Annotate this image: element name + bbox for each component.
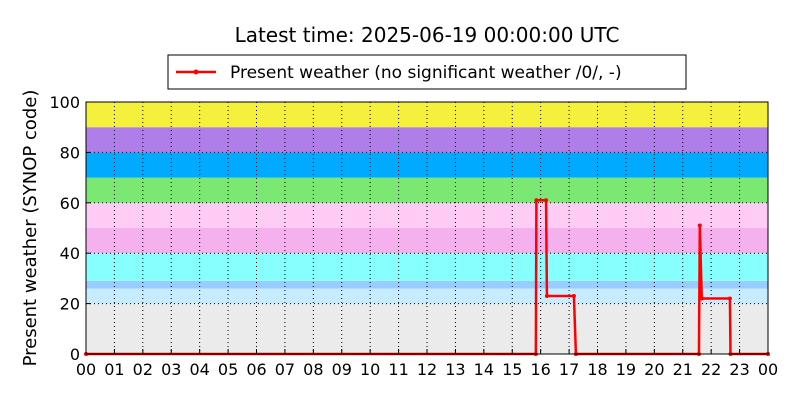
- data-point: [697, 223, 702, 228]
- x-tick-label: 16: [530, 360, 550, 379]
- background-band: [86, 253, 768, 281]
- x-tick-label: 23: [729, 360, 749, 379]
- y-tick-label: 40: [60, 244, 80, 263]
- x-tick-label: 00: [758, 360, 778, 379]
- x-tick-label: 05: [218, 360, 238, 379]
- x-tick-label: 11: [388, 360, 408, 379]
- background-band: [86, 288, 768, 304]
- background-band: [86, 152, 768, 178]
- x-tick-label: 00: [76, 360, 96, 379]
- x-tick-label: 12: [417, 360, 437, 379]
- legend-box: [167, 54, 687, 90]
- data-point: [727, 296, 732, 301]
- y-tick-label: 100: [49, 93, 80, 112]
- x-tick-label: 03: [161, 360, 181, 379]
- chart-title: Latest time: 2025-06-19 00:00:00 UTC: [235, 23, 620, 47]
- y-tick-label: 0: [70, 345, 80, 364]
- x-tick-label: 04: [189, 360, 209, 379]
- y-axis-label: Present weather (SYNOP code): [20, 90, 41, 367]
- data-point: [544, 198, 549, 203]
- data-point: [544, 294, 549, 299]
- x-tick-label: 22: [701, 360, 721, 379]
- background-band: [86, 303, 768, 354]
- background-band: [86, 228, 768, 254]
- x-tick-label: 10: [360, 360, 380, 379]
- x-tick-label: 17: [559, 360, 579, 379]
- x-tick-label: 09: [332, 360, 352, 379]
- legend-label: Present weather (no significant weather …: [230, 63, 622, 83]
- x-tick-label: 21: [673, 360, 693, 379]
- data-point: [699, 296, 704, 301]
- data-point: [534, 198, 539, 203]
- plot-frame: [85, 101, 769, 355]
- legend: Present weather (no significant weather …: [167, 54, 687, 90]
- x-tick-label: 07: [275, 360, 295, 379]
- x-tick-label: 18: [587, 360, 607, 379]
- x-tick-label: 08: [303, 360, 323, 379]
- y-tick-label: 60: [60, 194, 80, 213]
- background-band: [86, 280, 768, 289]
- x-tick-label: 06: [246, 360, 266, 379]
- legend-marker: [193, 69, 199, 75]
- x-tick-label: 19: [616, 360, 636, 379]
- x-tick-label: 02: [133, 360, 153, 379]
- y-tick-label: 80: [60, 143, 80, 162]
- x-tick-label: 15: [502, 360, 522, 379]
- background-band: [86, 127, 768, 153]
- x-tick-label: 14: [474, 360, 494, 379]
- x-tick-label: 20: [644, 360, 664, 379]
- x-tick-label: 13: [445, 360, 465, 379]
- data-point: [571, 294, 576, 299]
- y-tick-label: 20: [60, 295, 80, 314]
- x-tick-label: 01: [104, 360, 124, 379]
